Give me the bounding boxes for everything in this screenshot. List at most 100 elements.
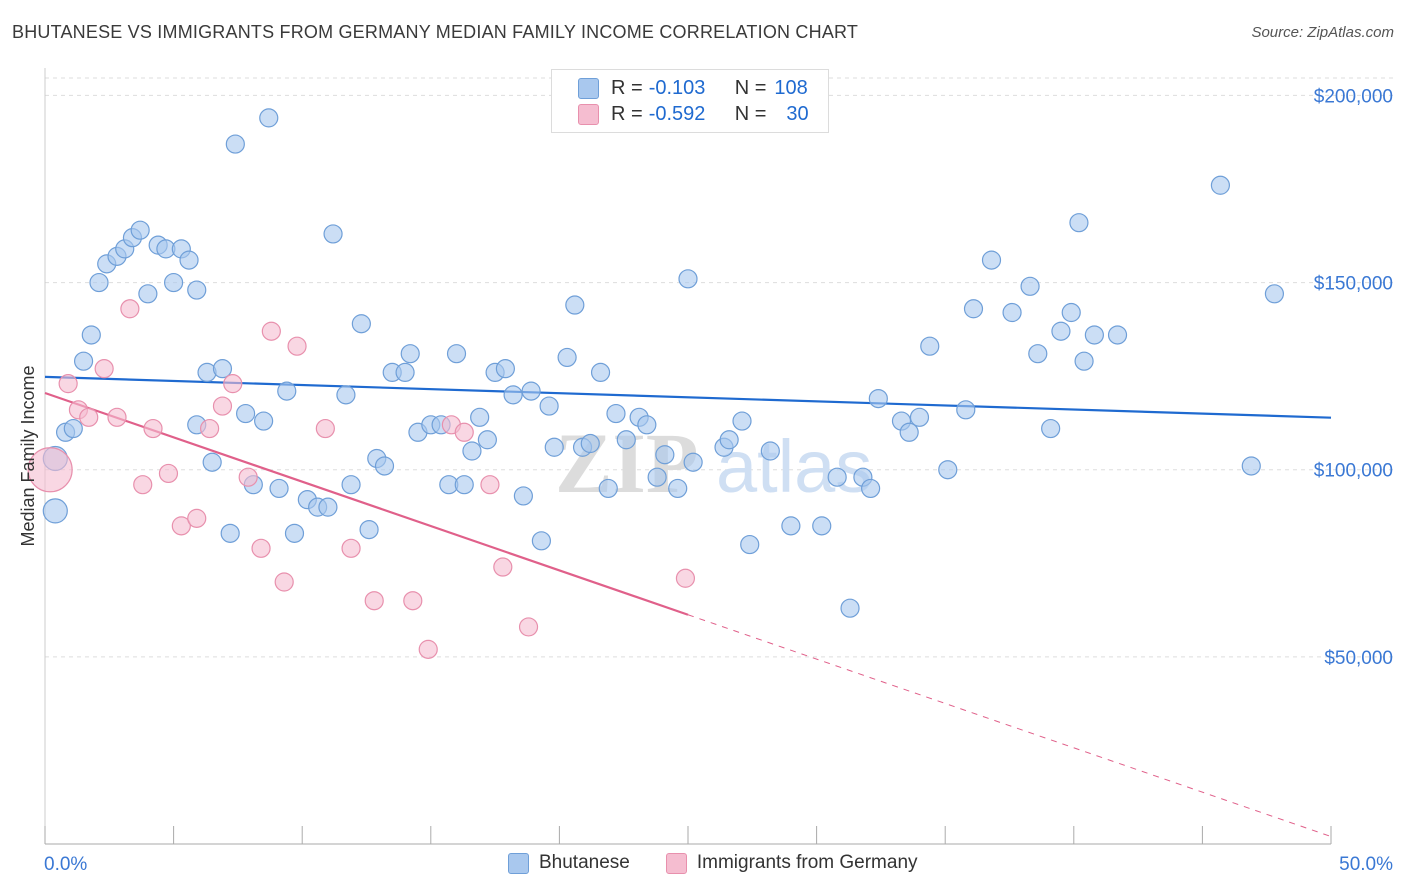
bhutanese-point <box>1051 321 1071 341</box>
bhutanese-point <box>1028 344 1048 364</box>
germany-point <box>27 447 73 493</box>
germany-point <box>187 508 207 528</box>
germany-point <box>94 359 114 379</box>
bhutanese-point <box>462 441 482 461</box>
germany-point <box>364 591 384 611</box>
legend-swatch-blue <box>578 77 599 99</box>
bhutanese-point <box>861 478 881 499</box>
germany-point <box>274 572 294 592</box>
bhutanese-point <box>212 359 233 379</box>
germany-point <box>518 617 539 637</box>
x-tick-label: 50.0% <box>1339 854 1393 875</box>
bhutanese-point <box>179 250 199 270</box>
bhutanese-point <box>539 396 559 416</box>
source-label: Source: ZipAtlas.com <box>1251 24 1394 41</box>
bhutanese-point <box>740 534 760 555</box>
legend-swatch-pink <box>665 852 687 874</box>
bhutanese-point <box>544 437 564 457</box>
bhutanese-point <box>225 134 245 154</box>
bhutanese-point <box>1074 351 1094 371</box>
germany-point <box>238 467 258 487</box>
bhutanese-point <box>1107 325 1128 345</box>
data-points <box>27 108 1285 659</box>
bhutanese-point <box>1210 175 1231 195</box>
bhutanese-point <box>164 272 184 293</box>
bhutanese-point <box>220 523 240 543</box>
r-label: R = <box>611 102 643 125</box>
bhutanese-point <box>565 295 585 315</box>
bhutanese-point <box>683 452 703 472</box>
bhutanese-point <box>1241 456 1261 476</box>
bhutanese-point <box>678 269 698 289</box>
bhutanese-point <box>259 108 279 128</box>
bhutanese-point <box>956 400 976 420</box>
bhutanese-trend-line <box>44 375 1332 419</box>
germany-point <box>143 418 163 439</box>
bhutanese-point <box>521 381 541 401</box>
germany-point <box>315 418 335 439</box>
legend-item-germany[interactable]: Immigrants from Germany <box>665 852 918 874</box>
bhutanese-point <box>503 385 523 405</box>
stats-legend: R = -0.103 N = 108 R = -0.592 N = 30 <box>551 69 829 133</box>
legend-swatch-pink <box>578 103 599 125</box>
watermark-atlas: atlas <box>716 425 872 508</box>
bhutanese-point <box>446 344 467 364</box>
bhutanese-point <box>1264 284 1285 304</box>
bhutanese-point <box>202 452 222 472</box>
tick-labels: $50,000 $100,000 $150,000 $200,000 0.0% 50.0% <box>44 86 1393 875</box>
bhutanese-point <box>284 523 305 543</box>
legend-label-germany: Immigrants from Germany <box>696 852 918 873</box>
bhutanese-point <box>598 478 618 499</box>
germany-point <box>107 407 127 427</box>
germany-point <box>418 639 438 659</box>
legend-item-bhutanese[interactable]: Bhutanese <box>508 852 630 874</box>
chart-title: BHUTANESE VS IMMIGRANTS FROM GERMANY MED… <box>12 22 859 42</box>
bhutanese-point <box>513 486 533 506</box>
germany-point <box>261 321 281 341</box>
bhutanese-point <box>1061 302 1081 323</box>
r-label: R = <box>611 76 643 99</box>
germany-point <box>58 374 78 394</box>
bhutanese-point <box>336 385 356 405</box>
bhutanese-point <box>590 362 611 382</box>
n-label: N = <box>734 102 767 125</box>
bhutanese-point <box>760 441 780 461</box>
bhutanese-point <box>606 403 626 424</box>
bhutanese-point <box>42 498 68 524</box>
bhutanese-point <box>899 422 919 442</box>
grid-lines <box>45 77 1395 658</box>
germany-point <box>675 568 696 588</box>
y-tick-label: $150,000 <box>1314 274 1393 295</box>
germany-point <box>79 407 99 427</box>
bhutanese-point <box>454 475 474 495</box>
bhutanese-point <box>557 347 577 368</box>
bhutanese-point <box>277 381 297 401</box>
bhutanese-point <box>637 415 657 435</box>
bhutanese-point <box>236 403 256 424</box>
bhutanese-point <box>827 467 847 487</box>
bhutanese-point <box>1002 302 1022 323</box>
bhutanese-point <box>668 478 688 499</box>
bhutanese-point <box>89 272 109 293</box>
r-value: -0.592 <box>648 102 706 125</box>
germany-point <box>120 299 140 319</box>
bhutanese-point <box>138 284 158 304</box>
germany-point <box>287 336 307 356</box>
x-tick-label: 0.0% <box>44 854 87 875</box>
bhutanese-point <box>1069 213 1089 233</box>
bhutanese-point <box>655 445 675 465</box>
bottom-legend: Bhutanese Immigrants from Germany <box>508 852 944 874</box>
germany-point <box>493 557 513 577</box>
germany-point <box>454 422 474 442</box>
bhutanese-point <box>719 430 739 450</box>
germany-point <box>251 538 271 558</box>
y-axis-label: Median Family Income <box>18 365 38 546</box>
bhutanese-point <box>254 411 274 431</box>
bhutanese-point <box>920 336 940 356</box>
bhutanese-point <box>81 325 101 345</box>
bhutanese-point <box>531 531 551 551</box>
germany-point <box>133 475 153 495</box>
bhutanese-point <box>732 411 752 431</box>
axes <box>44 68 1332 845</box>
